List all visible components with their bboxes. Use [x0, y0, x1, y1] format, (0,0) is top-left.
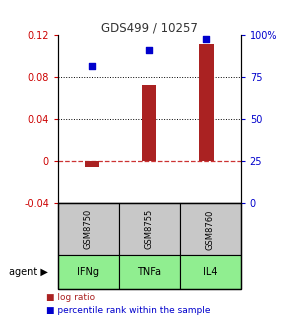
Text: IFNg: IFNg [77, 267, 99, 277]
Point [147, 48, 152, 53]
Text: IL4: IL4 [203, 267, 218, 277]
Text: TNFa: TNFa [137, 267, 161, 277]
Text: GSM8760: GSM8760 [206, 209, 215, 250]
Point [204, 36, 209, 41]
Point [90, 63, 95, 68]
Text: GSM8750: GSM8750 [84, 209, 93, 249]
Text: ■ log ratio: ■ log ratio [46, 293, 95, 302]
Bar [199, 44, 213, 161]
Text: GSM8755: GSM8755 [145, 209, 154, 249]
Text: ■ percentile rank within the sample: ■ percentile rank within the sample [46, 306, 211, 315]
Bar [85, 161, 99, 167]
Text: agent ▶: agent ▶ [9, 267, 48, 277]
Bar [142, 85, 157, 161]
Title: GDS499 / 10257: GDS499 / 10257 [101, 21, 198, 34]
